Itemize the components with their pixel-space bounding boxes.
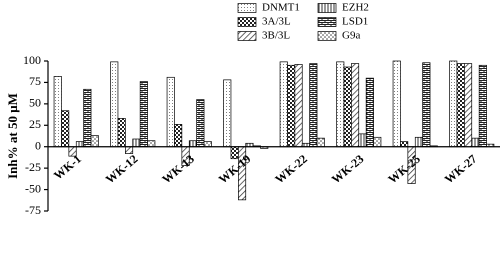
bar xyxy=(203,141,212,148)
bar xyxy=(75,141,85,148)
bar xyxy=(392,60,401,148)
bar xyxy=(365,77,374,148)
legend-label: LSD1 xyxy=(342,16,368,28)
bar xyxy=(478,64,487,148)
legend-swatch xyxy=(317,31,337,41)
x-tick-label: WK-22 xyxy=(272,152,310,187)
bar xyxy=(90,135,99,148)
bar xyxy=(414,136,424,148)
bar xyxy=(336,61,345,148)
bar xyxy=(400,141,409,148)
bar xyxy=(139,81,148,148)
bar xyxy=(83,88,92,148)
legend-swatch xyxy=(317,17,337,27)
x-tick-label: WK-25 xyxy=(385,152,423,187)
bar xyxy=(373,136,382,148)
y-tick-label: 50 xyxy=(29,96,41,110)
bar xyxy=(351,63,360,148)
bar xyxy=(287,64,296,148)
bar xyxy=(464,63,473,148)
y-tick-label: -75 xyxy=(25,203,41,217)
bar xyxy=(110,61,119,148)
bar xyxy=(358,133,367,148)
bar xyxy=(174,124,183,148)
x-tick-label: WK-27 xyxy=(442,152,480,187)
legend-swatch xyxy=(237,17,257,27)
bar xyxy=(117,118,126,148)
y-tick-label: -25 xyxy=(25,160,41,174)
x-tick-label: WK-12 xyxy=(103,152,141,187)
legend-swatch xyxy=(317,3,337,13)
bar xyxy=(166,76,175,148)
legend-label: EZH2 xyxy=(342,2,369,14)
y-tick-label: 25 xyxy=(29,117,41,131)
bar xyxy=(294,64,303,148)
bar xyxy=(309,63,318,148)
legend-label: G9a xyxy=(342,30,360,42)
bar xyxy=(223,79,232,148)
bar xyxy=(61,110,70,148)
bar xyxy=(188,140,198,148)
bar xyxy=(343,66,352,148)
bar xyxy=(53,76,62,148)
x-tick-label: WK-23 xyxy=(329,152,367,187)
bar xyxy=(449,60,458,148)
y-tick-label: 75 xyxy=(29,74,41,88)
x-tick-label: WK-13 xyxy=(159,152,197,187)
bar xyxy=(316,137,325,148)
y-axis-label: Inh% at 50 μM xyxy=(5,93,20,179)
y-tick-label: -50 xyxy=(25,181,41,195)
bar xyxy=(456,63,465,148)
legend-label: 3B/3L xyxy=(262,30,290,42)
bar xyxy=(422,62,431,148)
bar xyxy=(471,137,480,148)
legend-swatch xyxy=(237,3,257,13)
x-tick-label: WK-1 xyxy=(51,152,84,183)
legend-swatch xyxy=(237,31,257,41)
bar xyxy=(196,99,205,148)
bar xyxy=(132,138,141,148)
legend-label: 3A/3L xyxy=(262,16,291,28)
y-tick-label: 0 xyxy=(35,138,41,152)
bar xyxy=(279,61,288,148)
legend-label: DNMT1 xyxy=(262,2,300,14)
bar xyxy=(147,140,156,148)
y-tick-label: 100 xyxy=(23,53,41,67)
